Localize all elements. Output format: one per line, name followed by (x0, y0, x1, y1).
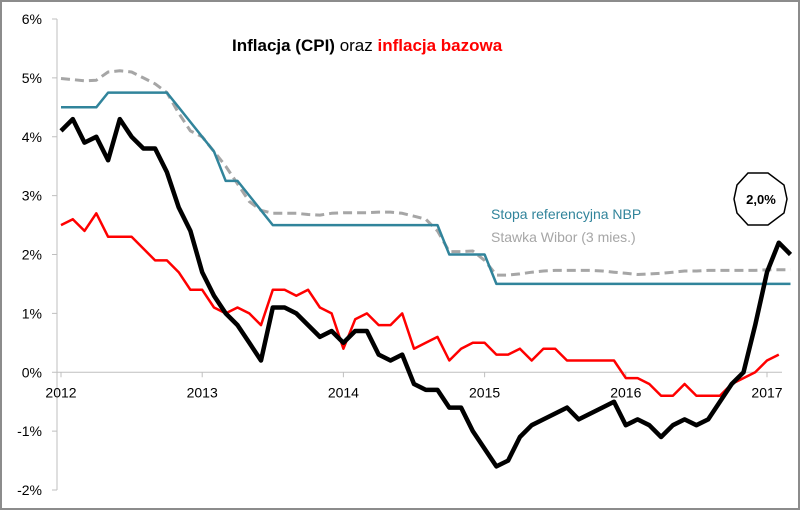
y-tick-label: -2% (17, 482, 42, 498)
legend-nbp-rate: Stopa referencyjna NBP (491, 206, 641, 222)
y-tick-label: 0% (22, 364, 42, 380)
y-tick-label: 4% (22, 129, 42, 145)
title-cpi: Inflacja (CPI) (232, 36, 335, 55)
legend-wibor: Stawka Wibor (3 mies.) (491, 229, 636, 245)
series-line-stawka-wibor-3-mies (60, 69, 791, 277)
x-tick-label: 2014 (328, 384, 359, 400)
series-group (59, 69, 793, 469)
y-tick-label: 3% (22, 188, 42, 204)
y-tick-label: -1% (17, 423, 42, 439)
title-oraz: oraz (335, 36, 378, 55)
series-line-inflacja-cpi (59, 116, 793, 469)
series-line-inflacja-bazowa (60, 212, 780, 398)
y-tick-label: 2% (22, 247, 42, 263)
annotation-callout: 2,0% (733, 172, 788, 226)
chart-title: Inflacja (CPI) oraz inflacja bazowa (232, 36, 503, 55)
annotation-octagon (733, 172, 788, 226)
y-tick-label: 1% (22, 305, 42, 321)
series-line-stopa-referencyjna-nbp (61, 91, 791, 286)
y-tick-label: 5% (22, 70, 42, 86)
title-core: inflacja bazowa (378, 36, 503, 55)
x-tick-label: 2017 (751, 384, 782, 400)
y-tick-label: 6% (22, 11, 42, 27)
x-tick-label: 2015 (469, 384, 500, 400)
x-tick-label: 2012 (45, 384, 76, 400)
annotation-pointer (761, 226, 779, 239)
x-tick-label: 2016 (610, 384, 641, 400)
axes: 6% 5% 4% 3% 2% 1% 0% -1% -2% 2012 2013 2014 2015 2016… (17, 11, 783, 498)
annotation-label: 2,0% (746, 192, 776, 207)
x-tick-label: 2013 (187, 384, 218, 400)
